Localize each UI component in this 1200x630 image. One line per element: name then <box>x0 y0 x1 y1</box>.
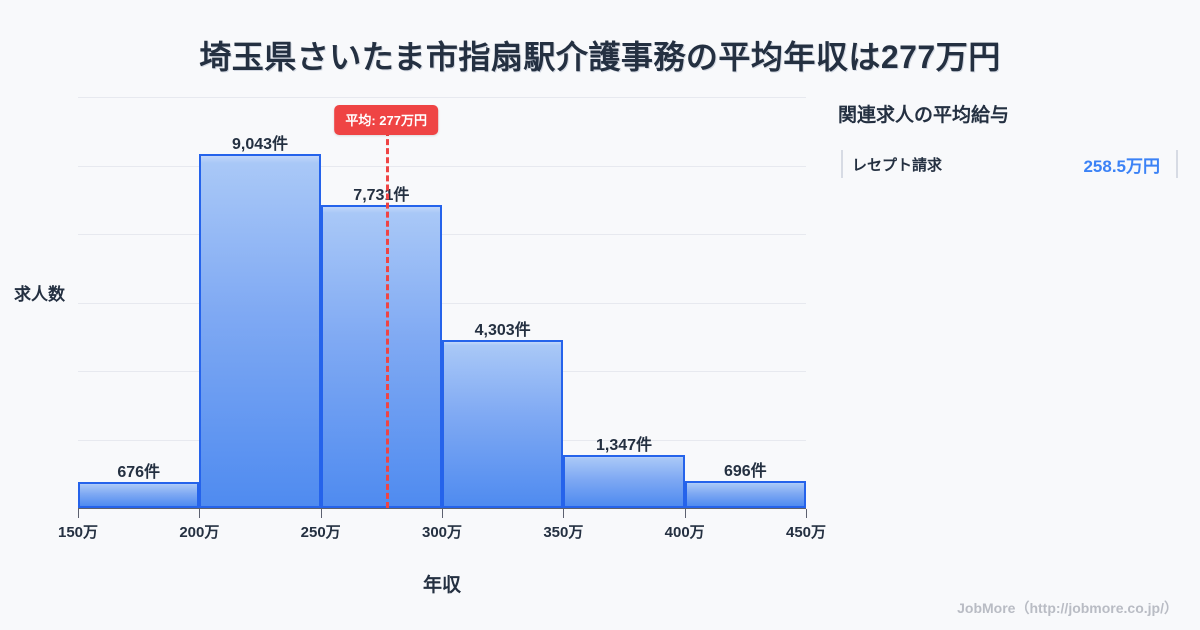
y-axis-title: 求人数 <box>14 285 65 304</box>
x-tick-label: 150万 <box>57 524 99 541</box>
gridline <box>78 97 806 98</box>
x-tick-mark <box>684 509 686 518</box>
related-salary-value: 258.5万円 <box>1083 156 1160 176</box>
gridline <box>78 166 806 167</box>
x-tick-mark <box>806 509 807 518</box>
bar-value-label: 7,731件 <box>353 187 410 205</box>
x-tick-label: 400万 <box>664 524 705 541</box>
x-tick-mark <box>199 509 201 518</box>
x-tick-label: 300万 <box>421 524 463 541</box>
bar <box>320 205 442 508</box>
x-tick-mark <box>78 509 79 518</box>
bar-value-label: 9,043件 <box>231 136 289 154</box>
gridline <box>78 303 806 304</box>
bar-value-label: 676件 <box>117 463 161 481</box>
related-salary-list: レセプト請求 258.5万円 <box>838 149 1178 179</box>
bar-value-label: 4,303件 <box>474 321 531 339</box>
x-axis-title: 年収 <box>422 575 461 596</box>
x-tick-mark <box>563 509 565 518</box>
x-tick-mark <box>320 509 322 518</box>
bar <box>78 481 200 508</box>
gridline <box>78 234 806 235</box>
average-badge: 平均: 277万円 <box>334 105 438 135</box>
related-salary-name: レセプト請求 <box>852 156 943 174</box>
related-salary-panel: 関連求人の平均給与 レセプト請求 258.5万円 <box>838 100 1178 179</box>
bar <box>684 480 806 508</box>
bar <box>563 455 685 508</box>
x-tick-label: 200万 <box>179 524 220 541</box>
x-tick-label: 450万 <box>785 524 827 541</box>
footer-credit: JobMore（http://jobmore.co.jp/） <box>957 600 1178 616</box>
bar-value-label: 1,347件 <box>595 437 653 455</box>
x-tick-label: 350万 <box>543 524 584 541</box>
page-title: 埼玉県さいたま市指扇駅介護事務の平均年収は277万円 <box>199 39 1001 75</box>
bar-value-label: 696件 <box>723 462 767 480</box>
related-salary-heading: 関連求人の平均給与 <box>838 105 1010 126</box>
x-tick-label: 250万 <box>300 524 341 541</box>
x-tick-mark <box>442 509 443 518</box>
related-salary-row: レセプト請求 258.5万円 <box>838 149 1178 179</box>
x-axis-baseline <box>78 507 806 509</box>
average-line <box>386 130 390 508</box>
bar <box>442 339 564 508</box>
bar <box>199 154 321 508</box>
